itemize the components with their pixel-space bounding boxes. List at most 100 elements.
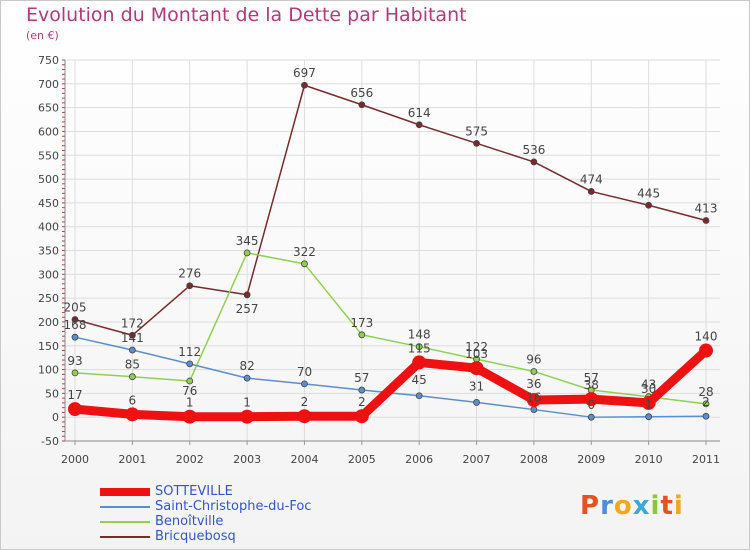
data-point [71, 369, 79, 377]
data-label: 85 [125, 358, 140, 372]
data-label: 112 [178, 345, 201, 359]
data-point [415, 343, 423, 351]
x-tick-label: 2007 [463, 453, 491, 466]
legend-item-saint-christophe-du-foc: Saint-Christophe-du-Foc [100, 499, 420, 514]
data-label: 28 [698, 385, 713, 399]
x-tick-label: 2004 [290, 453, 318, 466]
data-label: 96 [526, 352, 541, 366]
x-tick-label: 2001 [118, 453, 146, 466]
data-label: 0 [587, 398, 595, 412]
data-label: 257 [236, 302, 259, 316]
logo-letter: x [632, 491, 651, 521]
logo-letter: o [613, 491, 633, 521]
y-tick-label: 350 [38, 245, 59, 258]
data-label: 575 [465, 124, 488, 138]
x-tick-label: 2011 [692, 453, 720, 466]
data-point [641, 395, 656, 410]
data-point [469, 361, 484, 376]
series-line-1 [74, 336, 707, 418]
axes: -500501001502002503003504004505005506006… [38, 54, 720, 466]
data-label: 115 [408, 341, 431, 355]
data-label: 148 [408, 328, 431, 342]
data-point [243, 374, 251, 382]
x-tick-label: 2003 [233, 453, 261, 466]
data-point [702, 400, 710, 408]
data-label: 82 [239, 359, 254, 373]
logo-letter: P [580, 491, 601, 521]
data-label: 2 [358, 395, 366, 409]
y-tick-label: 750 [38, 54, 59, 67]
logo-letter: r [600, 491, 614, 521]
data-point [415, 392, 423, 400]
data-point [587, 413, 595, 421]
data-label: 536 [522, 143, 545, 157]
data-label: 122 [465, 340, 488, 354]
legend-swatch [100, 488, 150, 496]
series-line-0 [70, 346, 711, 422]
data-label: 345 [236, 234, 259, 248]
y-tick-label: 300 [38, 268, 59, 281]
data-point [128, 331, 136, 339]
x-tick-label: 2009 [577, 453, 605, 466]
y-tick-label: 100 [38, 364, 59, 377]
data-point [128, 373, 136, 381]
data-point [186, 282, 194, 290]
data-label: 1 [186, 396, 194, 410]
legend-swatch [100, 536, 150, 538]
y-tick-label: 250 [38, 292, 59, 305]
legend-label: SOTTEVILLE [155, 484, 233, 499]
data-label: 17 [67, 388, 82, 402]
x-tick-label: 2010 [635, 453, 663, 466]
data-point [645, 201, 653, 209]
data-label: 656 [350, 86, 373, 100]
data-point [186, 377, 194, 385]
series-lines [68, 81, 713, 424]
data-label: 30 [641, 382, 656, 396]
y-tick-label: 550 [38, 149, 59, 162]
data-point [473, 399, 480, 406]
data-point [71, 316, 79, 323]
data-label: 93 [67, 354, 82, 368]
data-point [68, 402, 82, 417]
data-label: 140 [695, 330, 718, 344]
proxiti-logo: Proxiti [580, 491, 684, 521]
data-point [530, 368, 538, 375]
data-point [412, 355, 427, 370]
y-tick-label: 700 [38, 78, 59, 91]
legend-label: Bricquebosq [155, 529, 236, 544]
data-label: 57 [354, 371, 369, 385]
data-point [584, 392, 599, 407]
data-point [530, 158, 538, 166]
data-label: 445 [637, 186, 660, 200]
y-tick-label: 600 [38, 125, 59, 138]
data-label: 2 [702, 395, 710, 409]
data-point [182, 409, 197, 424]
data-label: 1 [243, 396, 251, 410]
y-tick-label: 450 [38, 197, 59, 210]
data-label: 36 [526, 377, 541, 391]
data-point [526, 393, 541, 408]
data-point [358, 101, 366, 109]
series-line-3 [74, 84, 707, 337]
data-label: 57 [584, 371, 599, 385]
y-tick-label: 200 [38, 316, 59, 329]
data-point [240, 409, 255, 424]
data-point [358, 331, 366, 339]
data-point [301, 380, 308, 388]
y-tick-label: 650 [38, 102, 59, 115]
logo-letter: t [660, 491, 674, 521]
data-label: 141 [121, 331, 144, 345]
data-point [125, 407, 140, 422]
x-tick-label: 2005 [348, 453, 376, 466]
data-point [186, 360, 194, 368]
legend-swatch [100, 506, 150, 508]
legend-item-sotteville: SOTTEVILLE [100, 484, 420, 499]
data-point [473, 139, 480, 147]
data-point [530, 406, 538, 413]
data-point [71, 333, 79, 341]
data-label: 172 [121, 316, 144, 330]
chart-unit-label: (en €) [26, 29, 59, 42]
data-label: 173 [350, 316, 373, 330]
